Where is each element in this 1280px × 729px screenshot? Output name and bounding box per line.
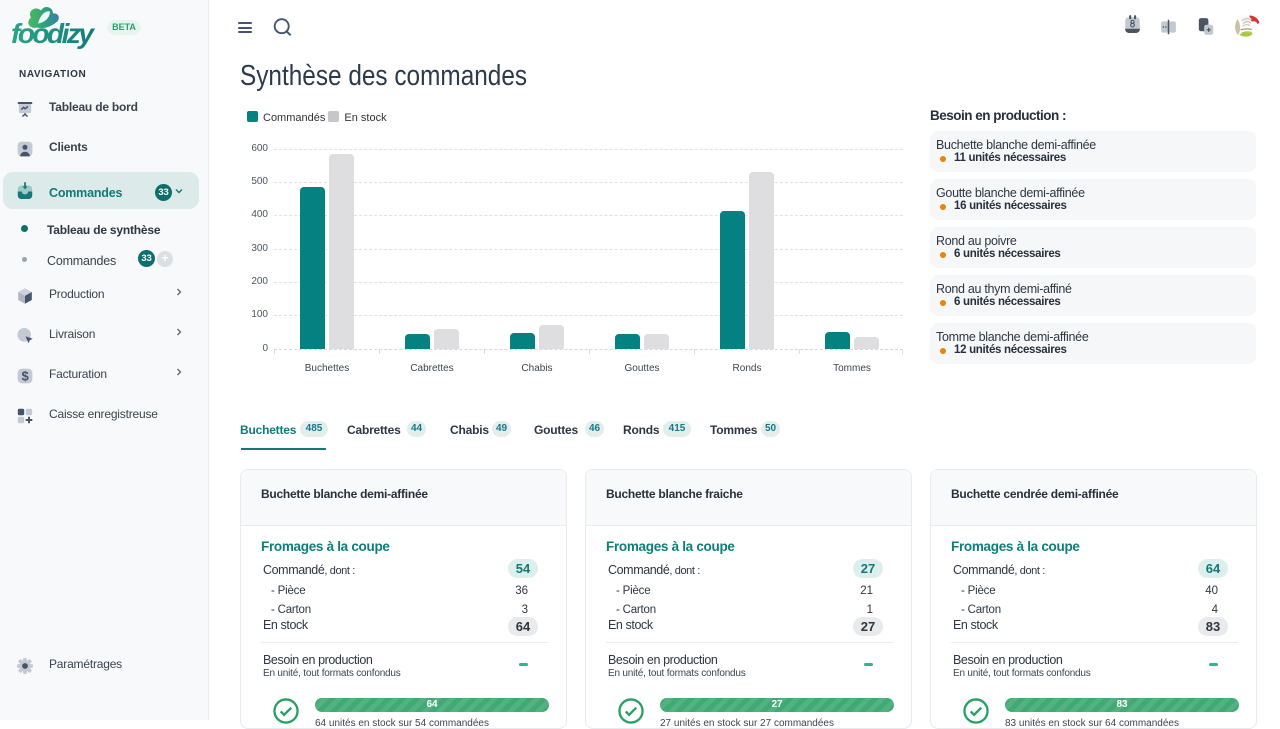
svg-text:$: $ — [21, 369, 29, 384]
svg-text:foodizy: foodizy — [11, 18, 95, 49]
